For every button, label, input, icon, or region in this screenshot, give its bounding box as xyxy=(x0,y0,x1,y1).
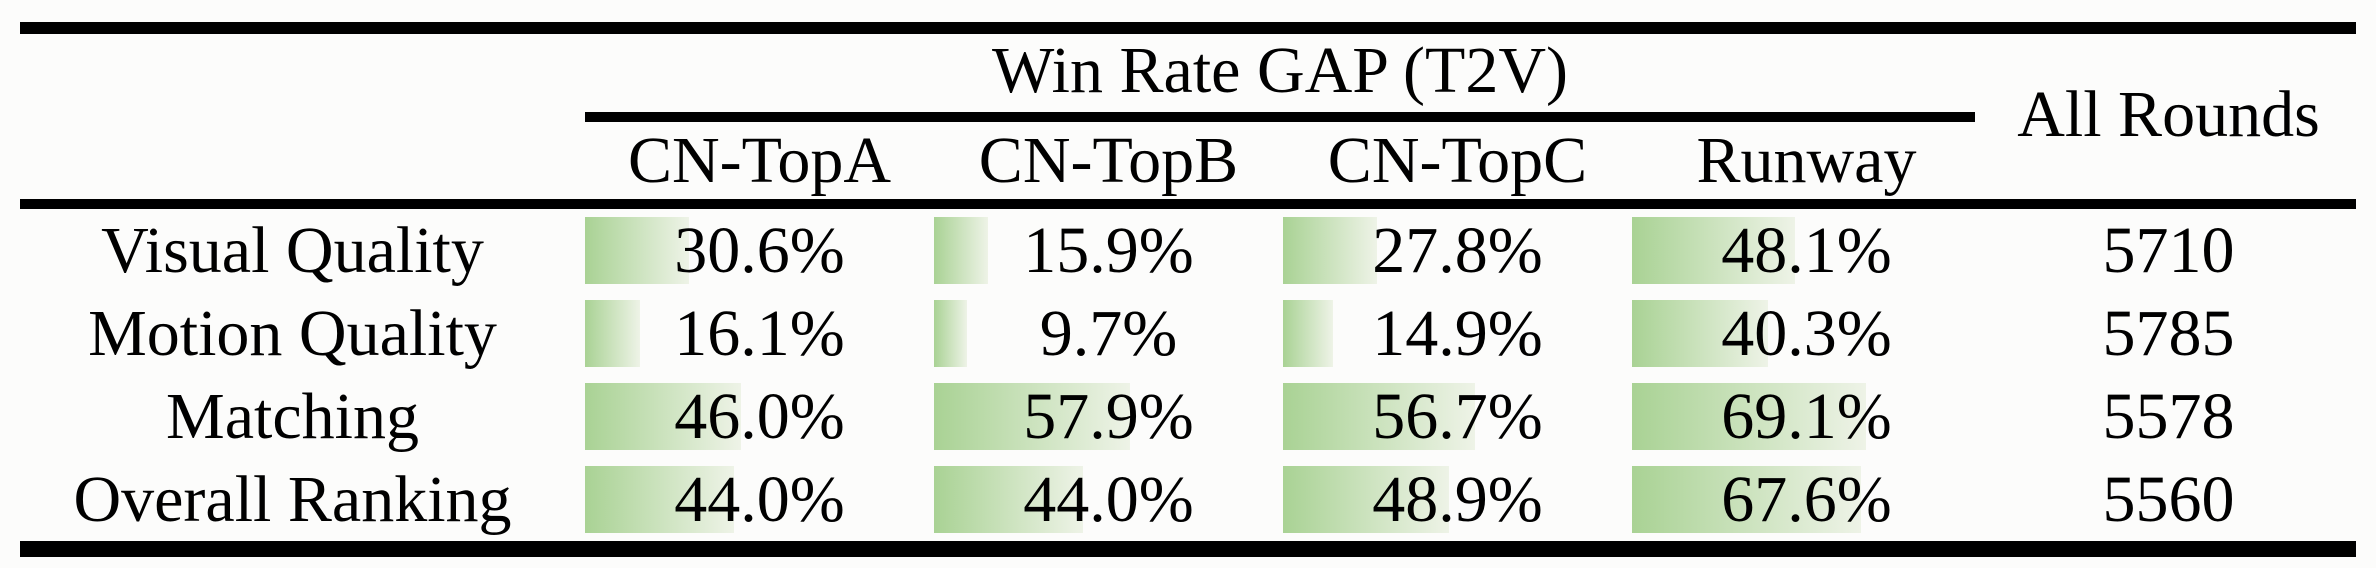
data-bar xyxy=(934,383,1130,450)
data-bar xyxy=(1632,466,1861,533)
table-cell: 14.9% xyxy=(1283,292,1632,375)
row-label: Matching xyxy=(166,379,419,453)
data-bar xyxy=(1283,466,1449,533)
all-rounds-value: 5710 xyxy=(2102,213,2235,287)
row-label: Motion Quality xyxy=(88,296,497,370)
data-bar xyxy=(934,466,1083,533)
table-cell: 44.0% xyxy=(934,458,1283,541)
data-bar xyxy=(1632,383,1866,450)
column-header-cn-topa: CN-TopA xyxy=(627,123,892,197)
table-cell: 44.0% xyxy=(585,458,934,541)
percent-value: 15.9% xyxy=(1023,213,1194,287)
percent-value: 57.9% xyxy=(1023,379,1194,453)
table-cell: 48.9% xyxy=(1283,458,1632,541)
table-cell: 46.0% xyxy=(585,375,934,458)
table-cell: 27.8% xyxy=(1283,209,1632,292)
table-cell: 16.1% xyxy=(585,292,934,375)
group-header-underline-rule xyxy=(585,112,1975,122)
percent-value: 14.9% xyxy=(1372,296,1543,370)
table-cell: 56.7% xyxy=(1283,375,1632,458)
column-header-cn-topc: CN-TopC xyxy=(1327,123,1588,197)
table-cell: 57.9% xyxy=(934,375,1283,458)
table-cell: 15.9% xyxy=(934,209,1283,292)
all-rounds-value: 5785 xyxy=(2102,296,2235,370)
column-header-runway: Runway xyxy=(1696,123,1917,197)
percent-value: 56.7% xyxy=(1372,379,1543,453)
percent-value: 46.0% xyxy=(674,379,845,453)
data-bar xyxy=(1283,217,1378,284)
percent-value: 16.1% xyxy=(674,296,845,370)
percent-value: 27.8% xyxy=(1372,213,1543,287)
table-cell: 40.3% xyxy=(1632,292,1981,375)
group-header-win-rate-gap: Win Rate GAP (T2V) xyxy=(992,34,1568,107)
data-bar xyxy=(934,217,988,284)
percent-value: 9.7% xyxy=(1039,296,1178,370)
table-cell: 67.6% xyxy=(1632,458,1981,541)
table-top-rule xyxy=(20,22,2356,34)
table-cell: 48.1% xyxy=(1632,209,1981,292)
data-bar xyxy=(1632,300,1769,367)
data-bar xyxy=(585,466,734,533)
row-label: Visual Quality xyxy=(101,213,484,287)
table-row-motion-quality: Motion Quality 16.1% 9.7% 14.9% 40.3% 57… xyxy=(0,292,2376,375)
data-bar xyxy=(1283,300,1334,367)
percent-value: 44.0% xyxy=(674,462,845,536)
percent-value: 48.1% xyxy=(1721,213,1892,287)
table-row-matching: Matching 46.0% 57.9% 56.7% 69.1% 5578 xyxy=(0,375,2376,458)
data-bar xyxy=(585,383,741,450)
percent-value: 67.6% xyxy=(1721,462,1892,536)
column-header-row: CN-TopA CN-TopB CN-TopC Runway xyxy=(585,122,1981,199)
data-bar xyxy=(1632,217,1795,284)
header-separator-rule xyxy=(20,199,2356,209)
percent-value: 30.6% xyxy=(674,213,845,287)
all-rounds-value: 5578 xyxy=(2102,379,2235,453)
table-cell: 30.6% xyxy=(585,209,934,292)
column-header-cn-topb: CN-TopB xyxy=(978,123,1239,197)
table-row-visual-quality: Visual Quality 30.6% 15.9% 27.8% 48.1% 5… xyxy=(0,209,2376,292)
all-rounds-value: 5560 xyxy=(2102,462,2235,536)
table-bottom-rule xyxy=(20,541,2356,557)
percent-value: 48.9% xyxy=(1372,462,1543,536)
table-row-overall-ranking: Overall Ranking 44.0% 44.0% 48.9% 67.6% … xyxy=(0,458,2376,541)
data-bar xyxy=(585,300,640,367)
percent-value: 69.1% xyxy=(1721,379,1892,453)
percent-value: 44.0% xyxy=(1023,462,1194,536)
percent-value: 40.3% xyxy=(1721,296,1892,370)
table-cell: 69.1% xyxy=(1632,375,1981,458)
table-body: Visual Quality 30.6% 15.9% 27.8% 48.1% 5… xyxy=(0,209,2376,541)
data-bar xyxy=(934,300,967,367)
data-bar xyxy=(585,217,689,284)
column-header-all-rounds: All Rounds xyxy=(2017,77,2320,151)
row-label: Overall Ranking xyxy=(73,462,512,536)
table-cell: 9.7% xyxy=(934,292,1283,375)
data-bar xyxy=(1283,383,1475,450)
